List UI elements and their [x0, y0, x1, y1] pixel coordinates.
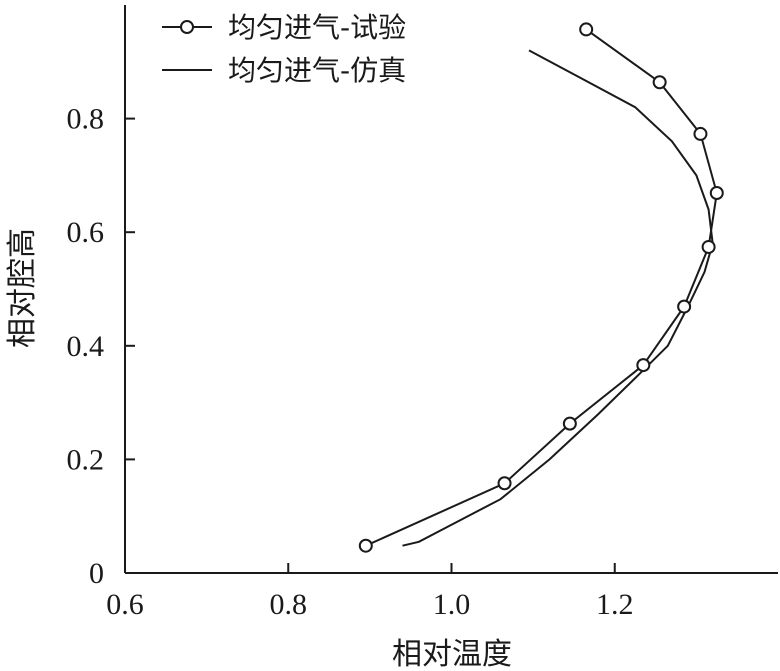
y-tick-label: 0.2 [67, 443, 105, 476]
experiment-point [701, 239, 716, 254]
x-tick-label: 0.8 [270, 588, 308, 621]
legend-experiment-label: 均匀进气-试验 [228, 11, 406, 44]
experiment-point [677, 299, 692, 314]
experiment-point [358, 538, 373, 553]
experiment-line [365, 28, 718, 547]
experiment-point [709, 186, 724, 201]
experiment-point [562, 416, 577, 431]
x-tick-label: 1.0 [433, 588, 471, 621]
x-tick-label: 1.2 [596, 588, 634, 621]
simulation-curve [402, 49, 714, 547]
legend: 均匀进气-试验 均匀进气-仿真 [162, 11, 406, 87]
y-ticks: 0 0.2 0.4 0.6 0.8 [67, 103, 135, 590]
series-layer [358, 22, 724, 553]
y-tick-label: 0.6 [67, 216, 105, 249]
experiment-point [579, 22, 594, 37]
experiment-point [497, 476, 512, 491]
legend-simulation-label: 均匀进气-仿真 [228, 54, 406, 87]
y-tick-label: 0.8 [67, 103, 105, 136]
x-ticks: 0.6 0.8 1.0 1.2 [106, 563, 634, 621]
y-tick-label: 0.4 [67, 330, 105, 363]
y-axis-title: 相对腔高 [5, 228, 40, 348]
y-tick-label: 0 [89, 557, 104, 590]
x-tick-label: 0.6 [106, 588, 144, 621]
legend-experiment-marker [180, 20, 194, 34]
experiment-point [693, 126, 708, 141]
experiment-point [652, 75, 667, 90]
x-axis-title: 相对温度 [392, 637, 512, 671]
experiment-point [636, 358, 651, 373]
